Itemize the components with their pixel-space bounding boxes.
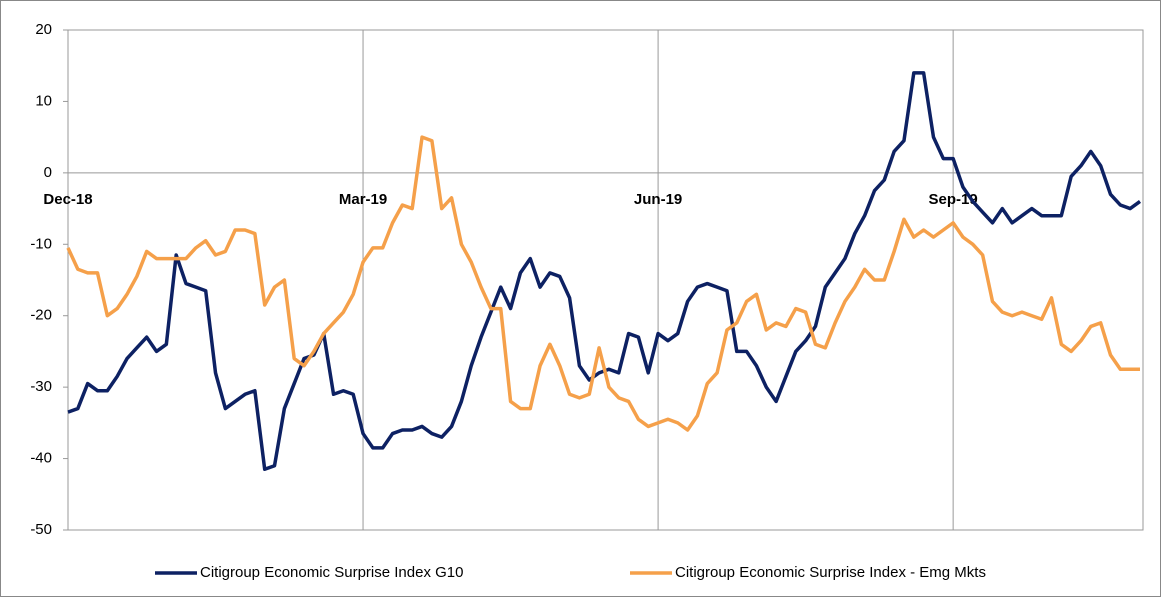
y-tick-label: 0 xyxy=(44,164,52,181)
x-tick-label: Sep-19 xyxy=(929,191,978,208)
y-tick-label: -30 xyxy=(30,378,52,395)
y-tick-label: -20 xyxy=(30,307,52,324)
y-tick-label: -40 xyxy=(30,450,52,467)
x-tick-label: Mar-19 xyxy=(339,191,387,208)
y-tick-label: 10 xyxy=(35,92,52,109)
series-line xyxy=(66,135,1140,432)
legend-label: Citigroup Economic Surprise Index G10 xyxy=(200,564,463,581)
y-tick-label: -10 xyxy=(30,235,52,252)
y-tick-label: 20 xyxy=(35,21,52,38)
plot-area xyxy=(67,29,1144,531)
legend-label: Citigroup Economic Surprise Index - Emg … xyxy=(675,564,986,581)
x-tick-label: Jun-19 xyxy=(634,191,682,208)
x-tick-label: Dec-18 xyxy=(43,191,92,208)
y-tick-label: -50 xyxy=(30,521,52,538)
